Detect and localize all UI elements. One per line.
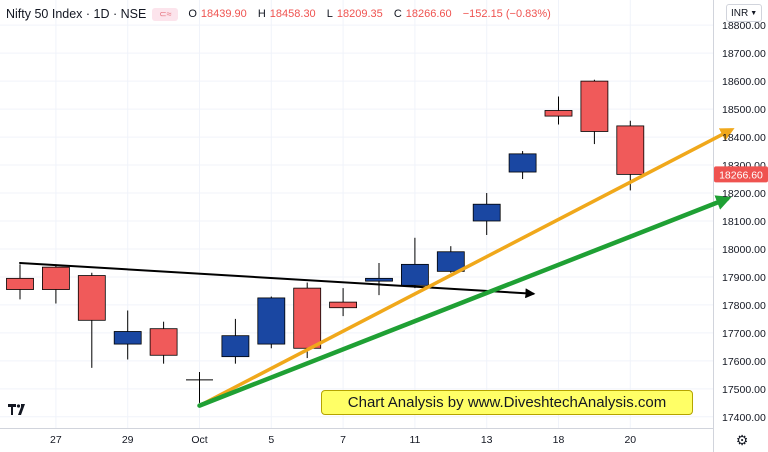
currency-button[interactable]: INR ▼ xyxy=(726,4,763,22)
candle-body xyxy=(400,263,429,286)
time-tick-label: 11 xyxy=(409,434,420,446)
black-trendline xyxy=(19,261,536,299)
candle xyxy=(42,264,70,304)
price-tick-label: 17900.00 xyxy=(722,272,766,284)
price-axis: 17400.00 17500.00 17600.00 17700.00 17800.00… xyxy=(722,20,766,424)
candle xyxy=(149,321,178,364)
last-price-label: 18266.60 xyxy=(719,169,763,181)
price-tick-label: 18700.00 xyxy=(722,48,766,60)
price-tick-label: 18200.00 xyxy=(722,188,766,200)
candles xyxy=(6,79,645,403)
price-tick-label: 18100.00 xyxy=(722,216,766,228)
close-value: 18266.60 xyxy=(405,8,452,20)
candle-body xyxy=(580,80,609,132)
candle xyxy=(221,318,250,364)
candle-body xyxy=(616,125,645,175)
grid xyxy=(0,0,713,428)
high-value: 18458.30 xyxy=(269,8,316,20)
open-label: O xyxy=(188,8,197,20)
open-value: 18439.90 xyxy=(200,8,247,20)
candle xyxy=(400,237,429,289)
candle-body xyxy=(113,331,142,345)
high-label: H xyxy=(257,8,266,20)
gear-icon[interactable]: ⚙ xyxy=(735,432,749,448)
price-tick-label: 17800.00 xyxy=(722,300,766,312)
candle xyxy=(6,264,34,300)
orange-trendline xyxy=(197,128,735,408)
candle-body xyxy=(365,277,393,282)
price-tick-label: 18800.00 xyxy=(722,20,766,32)
time-axis: 27 29 Oct 5 7 11 13 18 20 xyxy=(50,434,636,446)
low-value: 18209.35 xyxy=(336,8,383,20)
candle-body xyxy=(257,297,286,345)
time-tick-label: 5 xyxy=(268,434,274,446)
candle-body xyxy=(77,275,106,321)
candle-body xyxy=(544,110,573,117)
candle xyxy=(77,272,106,368)
candle xyxy=(508,151,537,180)
green-trendline xyxy=(197,195,732,408)
price-tick-label: 18600.00 xyxy=(722,76,766,88)
last-price-tag: 18266.60 xyxy=(714,166,768,183)
candle xyxy=(257,296,286,349)
time-tick-label: 7 xyxy=(340,434,346,446)
currency-label: INR xyxy=(731,7,749,19)
trendlines xyxy=(19,128,735,408)
candle xyxy=(186,372,213,403)
candle xyxy=(544,96,573,125)
price-tick-label: 17700.00 xyxy=(722,328,766,340)
candle-body xyxy=(472,203,501,222)
candle xyxy=(616,120,645,191)
price-tick-label: 18000.00 xyxy=(722,244,766,256)
time-tick-label: 18 xyxy=(553,434,565,446)
close-label: C xyxy=(393,8,402,20)
candle xyxy=(436,246,465,273)
candle-body xyxy=(508,153,537,173)
chart-legend: Nifty 50 Index · 1D · NSE ⊂≈ O 18439.90 H… xyxy=(6,5,555,23)
visibility-toggle-icon[interactable]: ⊂≈ xyxy=(152,7,179,21)
chevron-down-icon: ▼ xyxy=(750,9,758,17)
time-tick-label: 20 xyxy=(624,434,636,446)
candle-body xyxy=(221,335,250,358)
candle-body xyxy=(42,266,70,290)
candle-body xyxy=(329,301,358,309)
time-tick-label: 13 xyxy=(481,434,493,446)
candle-body xyxy=(436,251,465,272)
banner-text: Chart Analysis by www.DiveshtechAnalysis… xyxy=(347,394,667,411)
ohlc-values: O 18439.90 H 18458.30 L 18209.35 C 18266.60 … xyxy=(188,8,554,20)
symbol-title[interactable]: Nifty 50 Index · 1D · NSE xyxy=(6,7,147,21)
change-value: −152.15 (−0.83%) xyxy=(462,8,551,20)
candle xyxy=(580,79,609,145)
candle-body xyxy=(149,328,178,356)
candle-body xyxy=(293,287,322,349)
candle xyxy=(113,310,142,360)
price-tick-label: 17500.00 xyxy=(722,384,766,396)
watermark-banner: Chart Analysis by www.DiveshtechAnalysis… xyxy=(321,390,693,415)
price-tick-label: 17600.00 xyxy=(722,356,766,368)
price-tick-label: 17400.00 xyxy=(722,412,766,424)
candle xyxy=(365,262,393,296)
time-tick-label: Oct xyxy=(191,434,207,446)
tradingview-logo-icon[interactable] xyxy=(8,402,28,416)
price-tick-label: 18500.00 xyxy=(722,104,766,116)
time-tick-label: 27 xyxy=(50,434,62,446)
price-tick-label: 18400.00 xyxy=(722,132,766,144)
low-label: L xyxy=(326,8,333,20)
time-tick-label: 29 xyxy=(122,434,134,446)
candle-body xyxy=(6,277,34,290)
candle xyxy=(329,288,358,317)
candle xyxy=(472,193,501,235)
candle xyxy=(293,282,322,359)
last-price-badge xyxy=(714,166,768,183)
